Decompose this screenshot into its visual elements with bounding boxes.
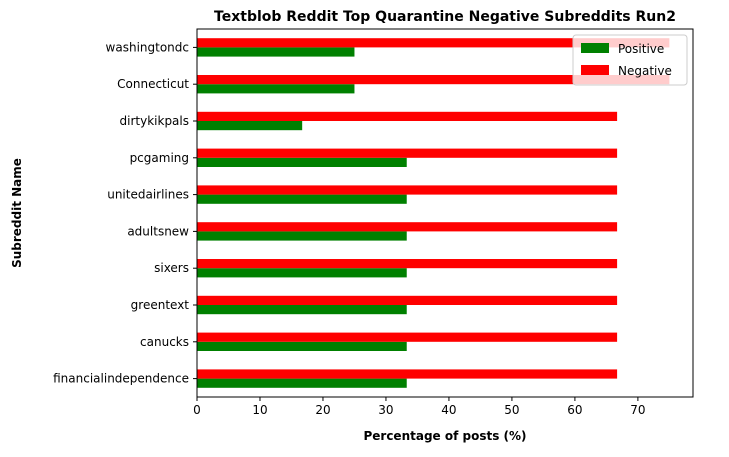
x-tick-label: 60 bbox=[567, 403, 582, 417]
plot-frame bbox=[196, 28, 694, 398]
bar-negative-sixers bbox=[197, 259, 618, 269]
chart-title: Textblob Reddit Top Quarantine Negative … bbox=[214, 9, 676, 25]
y-tick-label: greentext bbox=[131, 298, 190, 312]
y-axis-label: Subreddit Name bbox=[10, 158, 24, 268]
y-tick-label: financialindependence bbox=[53, 372, 189, 386]
bar-negative-connecticut bbox=[197, 75, 670, 85]
x-tick-label: 40 bbox=[441, 403, 456, 417]
x-tick-label: 20 bbox=[315, 403, 330, 417]
legend-label-positive: Positive bbox=[618, 42, 664, 56]
bar-negative-canucks bbox=[197, 332, 618, 342]
bar-positive-canucks bbox=[197, 341, 407, 351]
x-tick-label: 50 bbox=[504, 403, 519, 417]
legend-swatch-positive bbox=[581, 43, 609, 53]
bar-negative-adultsnew bbox=[197, 222, 618, 232]
y-tick-label: washingtondc bbox=[106, 40, 189, 54]
bar-positive-dirtykikpals bbox=[197, 121, 303, 131]
bar-negative-greentext bbox=[197, 295, 618, 305]
bar-positive-greentext bbox=[197, 305, 407, 315]
bar-positive-financialindependence bbox=[197, 378, 407, 388]
y-tick-label: Connecticut bbox=[117, 77, 189, 91]
y-tick-label: canucks bbox=[140, 335, 189, 349]
y-tick-label: dirtykikpals bbox=[120, 114, 189, 128]
legend: Positive Negative bbox=[572, 34, 688, 86]
bar-positive-connecticut bbox=[197, 84, 355, 94]
bar-negative-unitedairlines bbox=[197, 185, 618, 195]
bar-positive-adultsnew bbox=[197, 231, 407, 241]
bar-negative-financialindependence bbox=[197, 369, 618, 379]
bar-positive-unitedairlines bbox=[197, 194, 407, 204]
x-axis-label: Percentage of posts (%) bbox=[363, 429, 526, 443]
legend-swatch-negative bbox=[581, 65, 609, 75]
bar-negative-dirtykikpals bbox=[197, 111, 618, 121]
x-tick-label: 10 bbox=[252, 403, 267, 417]
y-axis: financialindependence canucks greentext six… bbox=[53, 40, 197, 386]
bar-negative-pcgaming bbox=[197, 148, 618, 158]
bar-positive-sixers bbox=[197, 268, 407, 278]
x-axis: 0 10 20 30 40 50 60 70 bbox=[193, 397, 646, 417]
y-tick-label: adultsnew bbox=[127, 224, 189, 238]
y-tick-label: pcgaming bbox=[130, 151, 189, 165]
y-tick-label: sixers bbox=[154, 261, 189, 275]
bar-negative-washingtondc bbox=[197, 38, 670, 48]
y-tick-label: unitedairlines bbox=[107, 188, 189, 202]
legend-label-negative: Negative bbox=[618, 64, 672, 78]
bar-positive-washingtondc bbox=[197, 47, 355, 57]
x-tick-label: 0 bbox=[193, 403, 201, 417]
x-tick-label: 30 bbox=[378, 403, 393, 417]
x-tick-label: 70 bbox=[630, 403, 645, 417]
bars-group bbox=[197, 38, 670, 388]
bar-positive-pcgaming bbox=[197, 157, 407, 167]
